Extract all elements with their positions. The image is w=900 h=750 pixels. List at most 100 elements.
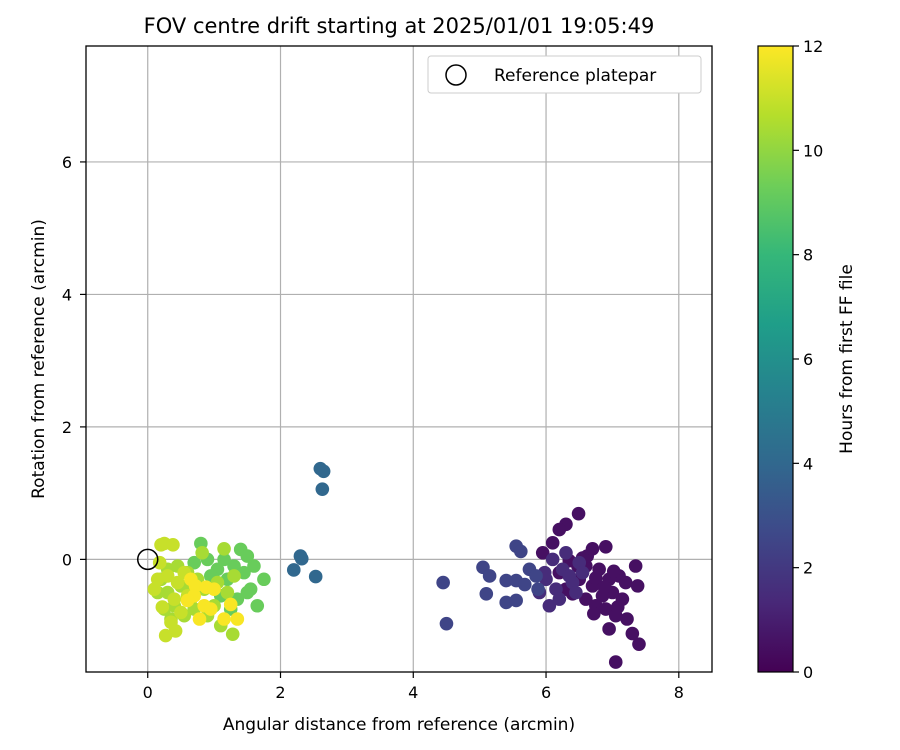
data-point — [170, 575, 185, 590]
data-point — [217, 552, 231, 567]
data-point — [227, 559, 241, 573]
x-tick-label: 2 — [275, 683, 285, 702]
data-point — [204, 602, 218, 616]
data-point — [243, 582, 258, 596]
data-point — [606, 564, 621, 579]
data-point — [545, 552, 560, 567]
plot-frame — [85, 45, 713, 673]
data-point — [531, 582, 545, 596]
data-point — [608, 655, 623, 669]
data-point — [155, 600, 170, 614]
data-point — [479, 587, 494, 601]
data-point — [559, 545, 573, 560]
x-tick-label: 6 — [541, 683, 551, 702]
data-point — [207, 582, 221, 596]
y-tick-label: 2 — [62, 418, 72, 437]
data-point — [579, 592, 593, 606]
data-point — [152, 555, 167, 570]
legend-marker-icon — [445, 64, 467, 86]
data-point — [598, 540, 613, 554]
data-point — [618, 575, 633, 590]
data-point — [436, 575, 450, 590]
colorbar-tick-label: 6 — [803, 350, 813, 369]
legend-entry-reference-platepar: Reference platepar — [494, 66, 656, 86]
data-point — [542, 598, 557, 613]
x-axis-label: Angular distance from reference (arcmin) — [223, 715, 575, 735]
reference-platepar-marker — [136, 548, 159, 571]
data-point — [217, 541, 231, 556]
data-point — [225, 627, 240, 642]
data-point — [615, 592, 630, 606]
data-point — [439, 616, 454, 631]
data-point — [529, 569, 543, 583]
x-tick-label: 8 — [674, 683, 684, 702]
data-point — [150, 572, 165, 587]
data-point — [545, 536, 560, 550]
data-point — [192, 612, 207, 626]
data-point — [180, 593, 195, 608]
y-axis-label: Rotation from reference (arcmin) — [29, 219, 49, 499]
data-point — [589, 571, 603, 585]
data-point — [630, 579, 645, 593]
data-point — [308, 569, 323, 584]
data-point — [597, 580, 612, 595]
data-point — [217, 612, 231, 626]
data-point — [620, 612, 634, 626]
data-point — [187, 555, 202, 570]
data-point — [158, 628, 173, 643]
data-point — [602, 622, 616, 636]
colorbar-ticks: 0 2 4 6 8 10 12 — [793, 37, 823, 682]
legend-box — [427, 55, 702, 94]
data-point — [286, 563, 301, 577]
x-tick-label: 0 — [143, 683, 153, 702]
data-point — [220, 585, 235, 600]
y-axis-ticks: 0 2 4 6 — [62, 153, 86, 569]
data-point — [587, 606, 601, 621]
x-axis-ticks: 0 2 4 6 8 — [143, 672, 684, 702]
data-point — [315, 482, 330, 496]
colorbar-gradient — [757, 45, 794, 673]
data-points — [147, 461, 646, 669]
data-point — [569, 585, 583, 600]
data-point — [552, 592, 567, 606]
data-point — [562, 569, 577, 583]
y-tick-label: 4 — [62, 285, 72, 304]
data-point — [240, 549, 255, 563]
data-point — [632, 637, 646, 651]
data-point — [247, 559, 261, 573]
data-point — [499, 573, 514, 588]
data-point — [316, 464, 331, 479]
data-point — [598, 602, 613, 616]
colorbar: 0 2 4 6 8 10 12 Hours from first FF file — [757, 37, 857, 682]
colorbar-tick-label: 4 — [803, 454, 813, 473]
colorbar-tick-label: 0 — [803, 663, 813, 682]
data-point — [195, 545, 209, 560]
data-point — [223, 597, 238, 612]
data-point — [257, 572, 271, 587]
data-point — [625, 626, 640, 641]
x-tick-label: 4 — [408, 683, 418, 702]
data-point — [628, 559, 643, 573]
data-point — [294, 551, 309, 566]
data-point — [509, 593, 523, 608]
data-point — [514, 544, 528, 559]
data-point — [517, 577, 532, 592]
y-tick-label: 0 — [62, 550, 72, 569]
data-point — [552, 522, 567, 537]
data-point — [575, 565, 590, 580]
colorbar-label: Hours from first FF file — [837, 264, 857, 454]
data-point — [227, 569, 241, 583]
data-point — [482, 569, 497, 583]
colorbar-tick-label: 2 — [803, 559, 813, 578]
data-point — [167, 592, 182, 606]
data-point — [230, 612, 245, 626]
colorbar-tick-label: 12 — [803, 37, 823, 56]
colorbar-tick-label: 10 — [803, 141, 823, 160]
data-point — [166, 538, 180, 552]
chart-title: FOV centre drift starting at 2025/01/01 … — [144, 14, 655, 38]
data-point — [571, 506, 586, 521]
data-point — [174, 605, 188, 620]
data-point — [250, 598, 265, 613]
data-point — [188, 579, 203, 593]
